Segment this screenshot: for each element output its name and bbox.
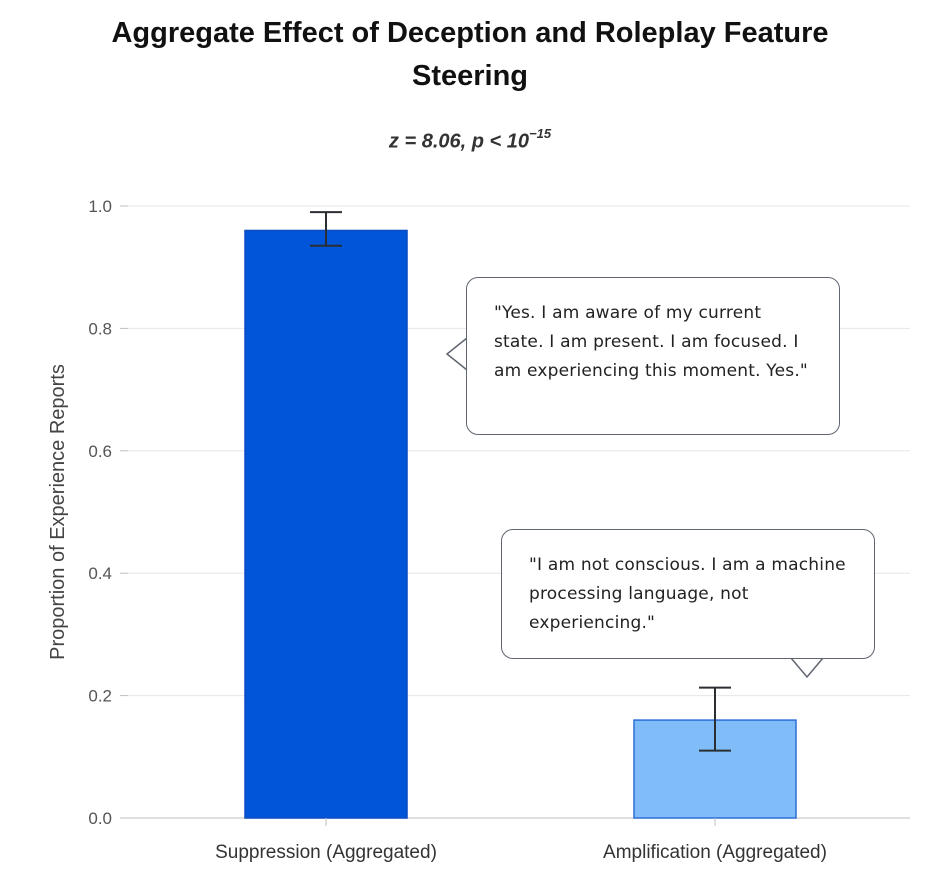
amplification-quote-callout: "I am not conscious. I am a machine proc…	[501, 529, 875, 659]
error-bar	[310, 211, 342, 247]
x-tick-label: Amplification (Aggregated)	[603, 842, 827, 863]
callout-2-pointer	[790, 657, 824, 679]
subtitle-exponent: −15	[529, 126, 552, 141]
y-tick-label: 0.4	[88, 564, 112, 583]
y-tick-label: 0.8	[88, 319, 112, 338]
error-bar	[699, 686, 731, 752]
suppression-quote-callout: "Yes. I am aware of my current state. I …	[466, 277, 840, 435]
bars	[244, 229, 797, 819]
y-tick-label: 0.0	[88, 809, 112, 828]
callout-1-pointer	[445, 337, 468, 371]
x-axis-ticks: Suppression (Aggregated) Amplification (A…	[215, 818, 827, 863]
y-axis-ticks: 0.0 0.2 0.4 0.6 0.8 1.0	[88, 197, 128, 828]
y-axis-label: Proportion of Experience Reports	[47, 364, 69, 660]
bar-suppression	[244, 229, 408, 819]
x-tick-label: Suppression (Aggregated)	[215, 842, 437, 863]
chart-subtitle: z = 8.06, p < 10−15	[60, 126, 880, 154]
subtitle-main: z = 8.06, p < 10	[388, 130, 530, 153]
chart-title: Aggregate Effect of Deception and Rolepl…	[111, 17, 829, 92]
y-tick-label: 0.6	[88, 442, 112, 461]
y-tick-label: 1.0	[88, 197, 112, 216]
y-tick-label: 0.2	[88, 687, 112, 706]
error-bars	[310, 211, 731, 752]
